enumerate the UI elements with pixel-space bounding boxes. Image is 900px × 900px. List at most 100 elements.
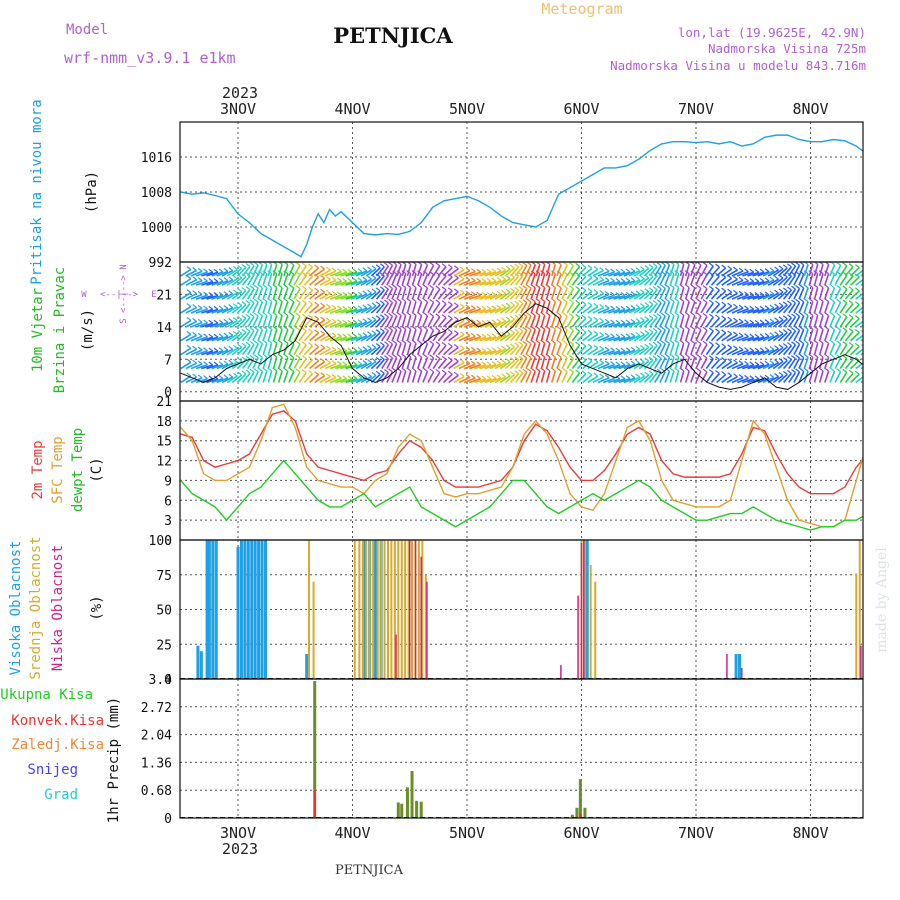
wind-barb	[314, 291, 326, 300]
temp-unit: (C)	[89, 457, 105, 482]
wind-barb	[386, 288, 394, 300]
wind-barb-flag	[610, 305, 615, 310]
wind-barb	[592, 269, 605, 277]
wind-barb-flag	[186, 303, 192, 308]
wind-barb	[236, 373, 247, 384]
wind-barb-flag	[465, 267, 471, 272]
wind-barb	[190, 349, 203, 356]
wind-barb	[798, 371, 805, 383]
wind-barb	[808, 370, 814, 383]
wind-barb	[839, 302, 848, 314]
wind-barb	[469, 308, 481, 314]
wind-barb	[396, 315, 402, 328]
temp-point	[638, 426, 640, 429]
wind-barb	[324, 363, 337, 370]
wind-barb-flag	[778, 330, 784, 335]
wind-barb-flag	[232, 344, 238, 349]
wind-barb-flag	[744, 374, 749, 379]
wind-barb-flag	[610, 333, 615, 338]
wind-barb-flag	[289, 340, 295, 345]
wind-barb-flag	[379, 263, 385, 268]
wind-barb-flag	[575, 262, 581, 267]
wind-barb-flag	[867, 332, 871, 335]
wind-barb	[705, 302, 714, 314]
wind-barb-flag	[289, 312, 295, 317]
wind-barb	[201, 322, 214, 328]
temp-point	[855, 466, 857, 468]
wind-barb-flag	[453, 316, 459, 321]
wind-barb	[231, 290, 243, 300]
wind-barb	[633, 361, 645, 370]
wind-barb-flag	[258, 312, 263, 317]
wind-barb	[788, 358, 797, 370]
wind-barb-flag	[652, 327, 658, 332]
wind-barb-flag	[331, 276, 337, 281]
wind-barb-flag	[830, 298, 835, 303]
wind-barb-flag	[208, 333, 214, 338]
wind-barb	[752, 294, 765, 300]
wind-barb-flag	[778, 302, 784, 307]
wind-barb-flag	[625, 347, 631, 352]
wind-barb-flag	[223, 374, 229, 379]
wind-barb-flag	[764, 319, 770, 324]
pressure-point	[432, 206, 434, 208]
wind-barb	[654, 330, 662, 342]
wind-barb	[375, 266, 385, 277]
wind-barb	[808, 264, 814, 277]
wind-barb-flag	[267, 262, 272, 265]
wind-barb	[628, 293, 641, 300]
cloud-bar	[407, 540, 410, 679]
wind-barb	[798, 264, 805, 277]
wind-barb-flag	[249, 262, 255, 267]
wind-barb-flag	[362, 346, 368, 351]
wind-barb	[550, 264, 557, 277]
pressure-point	[397, 233, 399, 236]
wind-barb	[231, 267, 243, 277]
wind-barb-flag	[470, 360, 476, 365]
temp-point	[729, 512, 731, 515]
wind-barb	[401, 342, 407, 355]
wind-barb	[710, 373, 721, 384]
wind-barb-flag	[615, 361, 621, 366]
wind-barb	[515, 302, 524, 314]
wind-barb-flag	[347, 292, 353, 296]
wind-barb-flag	[208, 278, 214, 283]
wind-barb-flag	[245, 286, 251, 291]
wind-barb	[850, 331, 860, 342]
wind-barb-flag	[249, 368, 255, 373]
wind-barb-flag	[362, 304, 368, 309]
wind-barb	[324, 376, 337, 384]
wind-barb	[731, 293, 744, 300]
temp-point	[798, 519, 800, 521]
wind-barb	[535, 329, 541, 342]
wind-barb	[566, 274, 575, 286]
temp-point	[821, 526, 823, 528]
wind-barb-flag	[778, 265, 784, 270]
wind-barb	[437, 303, 447, 314]
wind-barb-flag	[769, 290, 775, 295]
temp-point	[718, 506, 720, 508]
wind-barb	[757, 349, 770, 356]
wind-barb	[469, 364, 481, 370]
wind-barb	[757, 280, 770, 286]
wind-barb-flag	[782, 301, 788, 306]
wind-barb-flag	[842, 313, 848, 318]
wind-barb	[277, 315, 283, 328]
wind-barb-flag	[203, 361, 208, 366]
wind-barb-flag	[696, 340, 702, 345]
wind-barb-flag	[337, 360, 342, 365]
wind-barb-flag	[476, 319, 482, 324]
pressure-point	[672, 141, 674, 143]
wind-barb-flag	[308, 286, 313, 291]
temp-point	[821, 493, 823, 495]
wind-barb-flag	[453, 288, 459, 293]
wind-barb-flag	[491, 305, 497, 310]
wind-barb-flag	[522, 340, 528, 345]
wind-barb-flag	[791, 262, 796, 267]
wind-barb	[252, 357, 259, 369]
wind-barb	[855, 278, 863, 286]
wind-barb	[463, 270, 476, 277]
wind-barb	[742, 280, 755, 286]
temp-tick-label: 9	[164, 474, 172, 489]
temp-point	[535, 420, 537, 422]
